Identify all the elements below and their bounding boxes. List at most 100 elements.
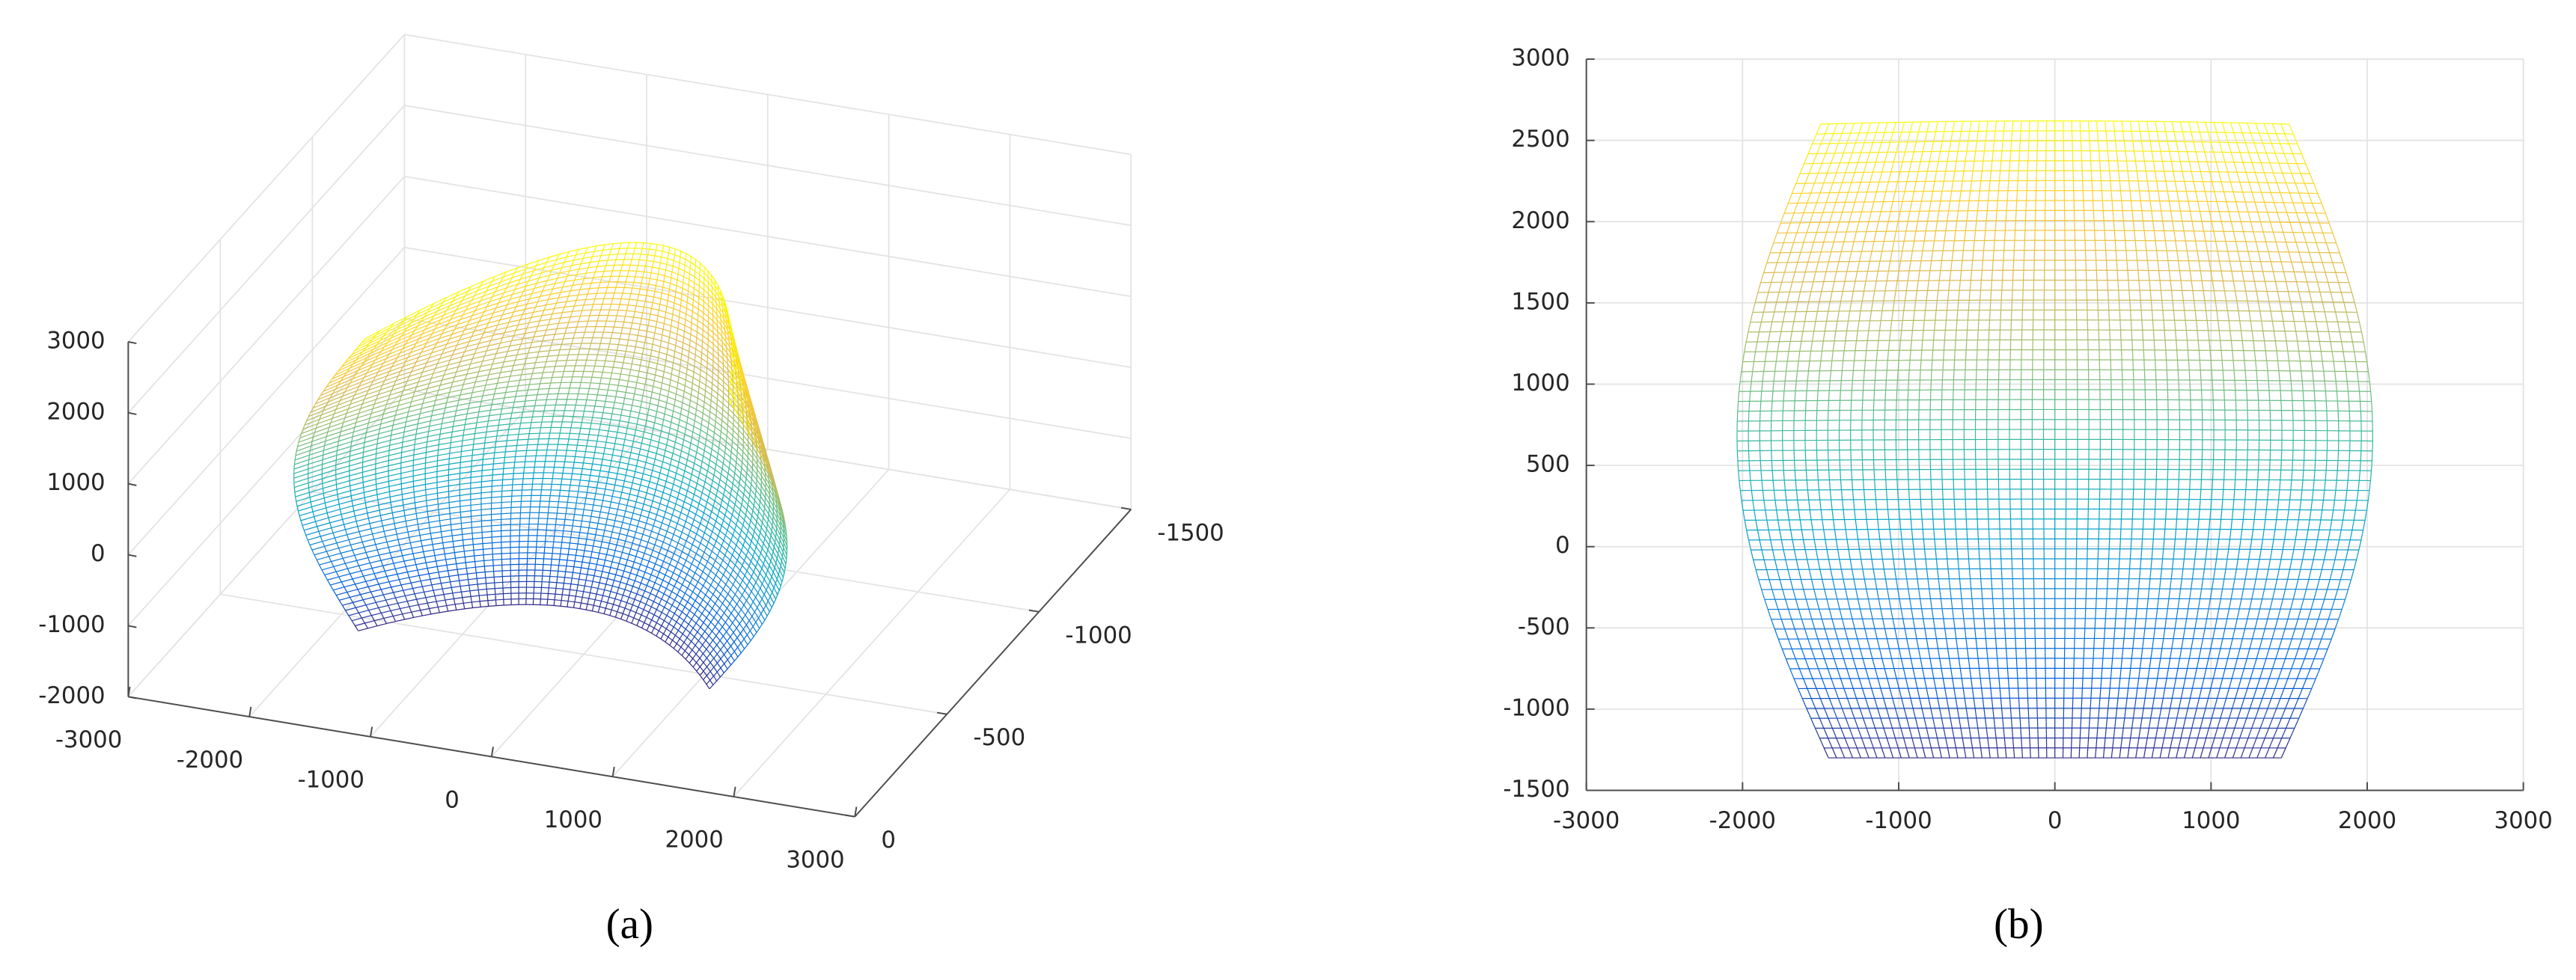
mesh-line — [710, 480, 713, 486]
mesh-line — [361, 377, 365, 382]
mesh-line — [1824, 628, 1828, 640]
mesh-line — [1862, 469, 1864, 480]
mesh-line — [572, 280, 576, 286]
mesh-line — [706, 521, 709, 528]
mesh-line — [382, 380, 385, 386]
mesh-line — [707, 598, 711, 604]
mesh-line — [399, 395, 402, 401]
mesh-line — [1825, 261, 1829, 272]
mesh-line — [739, 565, 743, 571]
mesh-line — [699, 662, 704, 667]
mesh-line — [585, 360, 587, 367]
mesh-line — [1798, 569, 1801, 580]
mesh-line — [638, 288, 641, 295]
mesh-line — [1885, 708, 1890, 719]
mesh-line — [341, 422, 344, 428]
mesh-line — [565, 450, 567, 456]
mesh-line — [358, 408, 361, 414]
mesh-line — [1840, 390, 1841, 401]
mesh-line — [574, 595, 576, 602]
mesh-line — [617, 426, 620, 432]
mesh-line — [613, 598, 616, 605]
mesh-line — [1819, 738, 1825, 749]
mesh-line — [443, 548, 445, 554]
mesh-line — [354, 422, 357, 428]
mesh-line — [615, 432, 618, 438]
mesh-line — [653, 459, 656, 465]
mesh-line — [774, 563, 777, 569]
mesh-line — [562, 530, 564, 537]
mesh-line — [385, 599, 389, 606]
mesh-line — [773, 542, 776, 548]
mesh-line — [413, 491, 415, 497]
mesh-line — [1739, 371, 1742, 382]
mesh-line — [781, 508, 784, 514]
mesh-line — [558, 317, 561, 324]
mesh-line — [689, 649, 693, 655]
mesh-line — [653, 375, 656, 381]
mesh-line — [378, 607, 382, 613]
mesh-line — [520, 501, 522, 507]
mesh-line — [621, 571, 625, 577]
mesh-line — [632, 599, 635, 605]
mesh-line — [762, 459, 766, 465]
mesh-line — [721, 622, 726, 628]
mesh-line — [723, 668, 728, 673]
mesh-line — [628, 591, 632, 598]
mesh-line — [1912, 668, 1916, 679]
mesh-line — [571, 525, 573, 532]
y-tick-label: -1500 — [1503, 776, 1569, 803]
mesh-line — [1884, 628, 1887, 639]
mesh-line — [1914, 678, 1918, 689]
mesh-line — [724, 335, 727, 342]
mesh-line — [414, 387, 417, 393]
mesh-line — [618, 270, 622, 277]
mesh-line — [1889, 747, 1894, 759]
mesh-line — [635, 465, 638, 472]
mesh-line — [465, 304, 469, 310]
mesh-line — [409, 542, 412, 548]
mesh-line — [362, 347, 367, 352]
mesh-line — [672, 308, 674, 315]
mesh-line — [658, 528, 661, 534]
mesh-line — [1807, 361, 1810, 371]
mesh-line — [597, 429, 600, 436]
mesh-line — [1887, 260, 1891, 272]
mesh-line — [683, 276, 685, 283]
mesh-line — [401, 442, 403, 448]
mesh-line — [749, 398, 753, 405]
mesh-line — [680, 551, 683, 557]
mesh-line — [463, 429, 465, 435]
mesh-line — [718, 545, 722, 551]
mesh-line — [576, 321, 579, 328]
mesh-line — [1795, 173, 1801, 184]
mesh-line — [1798, 609, 1802, 619]
mesh-line — [722, 295, 724, 302]
mesh-line — [754, 526, 757, 532]
mesh-line — [492, 458, 495, 465]
mesh-line — [617, 503, 620, 509]
mesh-line — [703, 396, 706, 402]
mesh-line — [453, 598, 456, 604]
mesh-line — [1824, 123, 1830, 135]
mesh-line — [1875, 152, 1879, 163]
mesh-line — [492, 358, 495, 364]
mesh-line — [537, 518, 540, 524]
mesh-line — [593, 405, 596, 412]
mesh-line — [706, 653, 711, 658]
mesh-line — [425, 388, 428, 394]
mesh-line — [709, 566, 714, 572]
mesh-line — [610, 270, 614, 277]
mesh-line — [437, 319, 442, 325]
mesh-line — [372, 403, 375, 409]
mesh-line — [1923, 678, 1927, 689]
mesh-line — [421, 329, 426, 335]
mesh-line — [1838, 251, 1842, 262]
mesh-line — [659, 388, 662, 395]
mesh-line — [545, 399, 547, 405]
mesh-line — [328, 518, 331, 524]
mesh-line — [665, 354, 668, 361]
mesh-line — [746, 504, 748, 510]
mesh-line — [501, 309, 506, 316]
mesh-line — [752, 417, 756, 423]
